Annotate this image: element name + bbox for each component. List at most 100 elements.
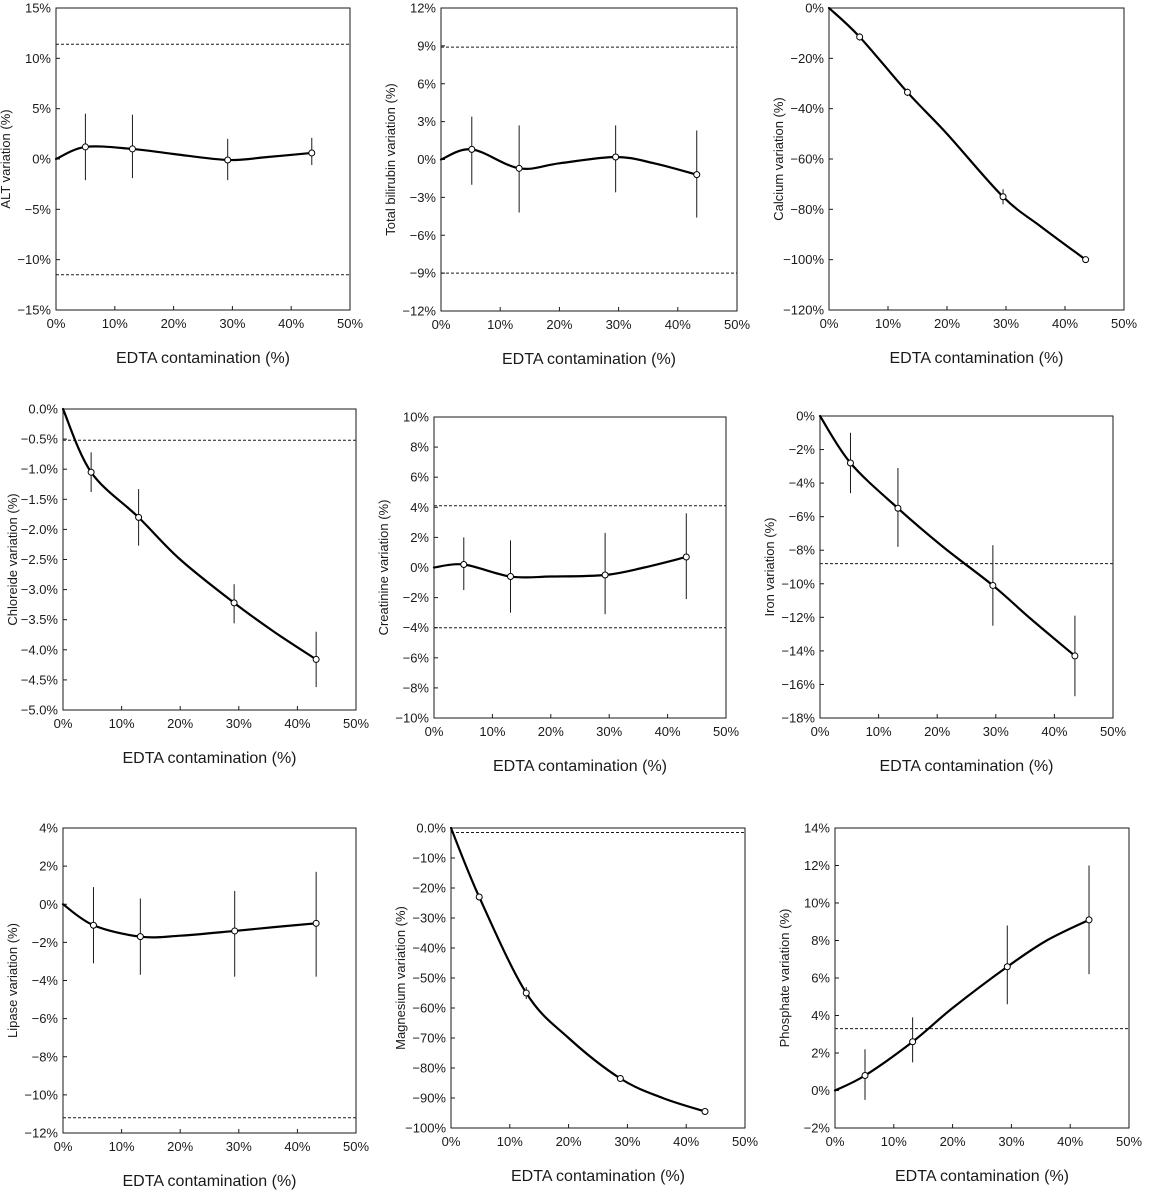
chart-panel-5: 0% 10% 20% 30% 40% 50% −10% −8% −6% −4% −2% 0% 2% 4% 6…	[376, 410, 739, 776]
x-tick-label: 20%	[556, 1134, 582, 1149]
data-point	[460, 560, 468, 568]
y-tick-label: −2%	[403, 590, 430, 605]
x-tick-label: 0%	[54, 1139, 73, 1154]
y-tick-label: −1.5%	[21, 492, 59, 507]
plot-frame	[62, 408, 357, 711]
y-tick-label: 6%	[811, 971, 830, 986]
y-tick-label: −12%	[402, 304, 436, 319]
y-tick-label: −14%	[781, 643, 815, 658]
x-tick-label: 10%	[102, 316, 128, 331]
x-tick-label: 20%	[161, 316, 187, 331]
data-point	[1003, 963, 1011, 971]
data-point	[231, 927, 239, 935]
y-tick-label: −100%	[405, 1121, 446, 1136]
data-point	[612, 153, 620, 161]
data-point	[522, 989, 530, 997]
data-point	[846, 459, 854, 467]
y-tick-label: −6%	[403, 650, 430, 665]
data-point	[507, 573, 515, 581]
data-point	[81, 143, 89, 151]
y-axis-title: Creatinine variation (%)	[376, 500, 391, 636]
x-tick-label: 30%	[998, 1134, 1024, 1149]
x-axis-title: EDTA contamination (%)	[116, 350, 290, 367]
y-tick-label: −4%	[789, 476, 816, 491]
data-point	[616, 1075, 624, 1082]
x-tick-label: 0%	[54, 716, 73, 731]
y-tick-label: −120%	[783, 303, 824, 318]
x-tick-label: 20%	[924, 724, 950, 739]
y-tick-label: −8%	[789, 543, 816, 558]
series-line	[432, 555, 688, 579]
y-tick-label: 0%	[811, 1083, 830, 1098]
y-tick-label: −40%	[412, 941, 446, 956]
plot-frame	[819, 415, 1114, 719]
data-point	[312, 655, 320, 663]
y-axis-title: Calcium variation (%)	[771, 97, 786, 221]
y-tick-label: 0.0%	[28, 402, 58, 417]
y-tick-label: −5%	[25, 202, 52, 217]
y-tick-label: 4%	[39, 821, 58, 836]
series-line	[439, 148, 698, 176]
x-tick-label: 50%	[1111, 316, 1137, 331]
data-point	[230, 599, 238, 607]
y-tick-label: −16%	[781, 677, 815, 692]
x-tick-label: 0%	[47, 316, 66, 331]
y-axis-title: Magnesium variation (%)	[393, 906, 408, 1050]
y-tick-label: −2%	[789, 442, 816, 457]
y-tick-label: −40%	[790, 101, 824, 116]
x-tick-label: 50%	[343, 716, 369, 731]
x-axis-title: EDTA contamination (%)	[895, 1168, 1069, 1185]
series-line	[54, 145, 313, 162]
plot-frame	[55, 7, 351, 311]
y-tick-label: −2.5%	[21, 552, 59, 567]
data-point	[89, 921, 97, 929]
data-point	[475, 893, 483, 901]
y-tick-label: −3%	[410, 190, 437, 205]
y-tick-label: −5.0%	[21, 703, 59, 718]
x-tick-label: 20%	[934, 316, 960, 331]
x-tick-label: 0%	[425, 724, 444, 739]
y-axis-title: Chloreide variation (%)	[5, 493, 20, 625]
x-axis-title: EDTA contamination (%)	[502, 351, 676, 368]
y-tick-label: 10%	[804, 896, 830, 911]
x-tick-label: 40%	[278, 316, 304, 331]
y-tick-label: −10%	[412, 851, 446, 866]
y-tick-label: −10%	[17, 252, 51, 267]
series-line	[833, 918, 1091, 1092]
x-axis-title: EDTA contamination (%)	[493, 758, 667, 775]
x-tick-label: 0%	[826, 1134, 845, 1149]
x-tick-label: 0%	[432, 317, 451, 332]
y-tick-label: −9%	[410, 266, 437, 281]
x-tick-label: 0%	[442, 1134, 461, 1149]
data-point	[701, 1108, 709, 1115]
x-tick-label: 50%	[337, 316, 363, 331]
x-axis-title: EDTA contamination (%)	[511, 1168, 685, 1185]
series-line	[449, 826, 707, 1113]
y-tick-label: −8%	[403, 680, 430, 695]
y-tick-label: 6%	[410, 470, 429, 485]
x-tick-label: 10%	[875, 316, 901, 331]
y-tick-label: 14%	[804, 821, 830, 836]
y-tick-label: −4.5%	[21, 672, 59, 687]
data-point	[224, 156, 232, 164]
data-point	[909, 1038, 917, 1046]
data-point	[128, 145, 136, 153]
y-tick-label: −1.0%	[21, 462, 59, 477]
y-tick-label: 12%	[804, 858, 830, 873]
y-tick-label: 4%	[410, 500, 429, 515]
x-tick-label: 40%	[284, 716, 310, 731]
y-tick-label: −0.5%	[21, 432, 59, 447]
data-point	[682, 553, 690, 561]
x-tick-label: 50%	[1116, 1134, 1142, 1149]
y-axis-title: Phosphate variation (%)	[777, 909, 792, 1048]
y-tick-label: −4%	[403, 620, 430, 635]
x-tick-label: 40%	[1052, 316, 1078, 331]
x-tick-label: 20%	[167, 1139, 193, 1154]
x-tick-label: 30%	[226, 716, 252, 731]
chart-panel-7: 0% 10% 20% 30% 40% 50% −12% −10% −8% −6% −4% −2% 0% 2…	[5, 821, 369, 1191]
y-tick-label: −3.0%	[21, 582, 59, 597]
data-point	[312, 919, 320, 927]
x-tick-label: 30%	[614, 1134, 640, 1149]
y-tick-label: 10%	[25, 51, 51, 66]
